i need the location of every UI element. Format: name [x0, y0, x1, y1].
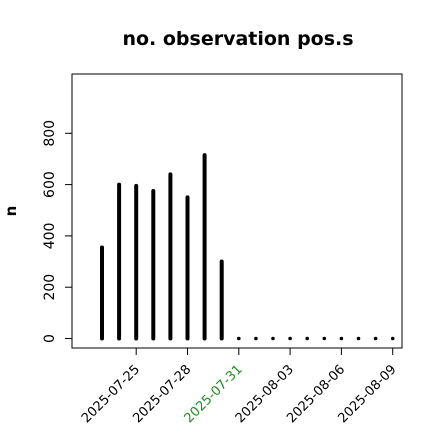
y-tick-label: 0 [42, 334, 58, 343]
y-tick-label: 400 [42, 223, 58, 250]
bar [237, 336, 241, 341]
bar [390, 336, 395, 341]
bar [322, 336, 327, 341]
bar [288, 336, 292, 341]
bar [373, 336, 378, 341]
bar [254, 336, 258, 341]
y-tick-label: 800 [42, 120, 58, 147]
y-tick-label: 600 [42, 171, 58, 198]
chart-title: no. observation pos.s [122, 28, 353, 50]
plot-frame [71, 73, 403, 349]
y-axis-label: n [2, 206, 20, 217]
bar [271, 336, 275, 341]
bars [100, 153, 395, 341]
x-axis: 2025-07-252025-07-282025-07-312025-08-03… [79, 347, 400, 426]
y-axis: 0 200 400 600 800 [42, 109, 73, 343]
bar [305, 336, 310, 341]
y-tick-label: 200 [42, 274, 58, 301]
bar [339, 336, 344, 341]
bar [356, 336, 361, 341]
